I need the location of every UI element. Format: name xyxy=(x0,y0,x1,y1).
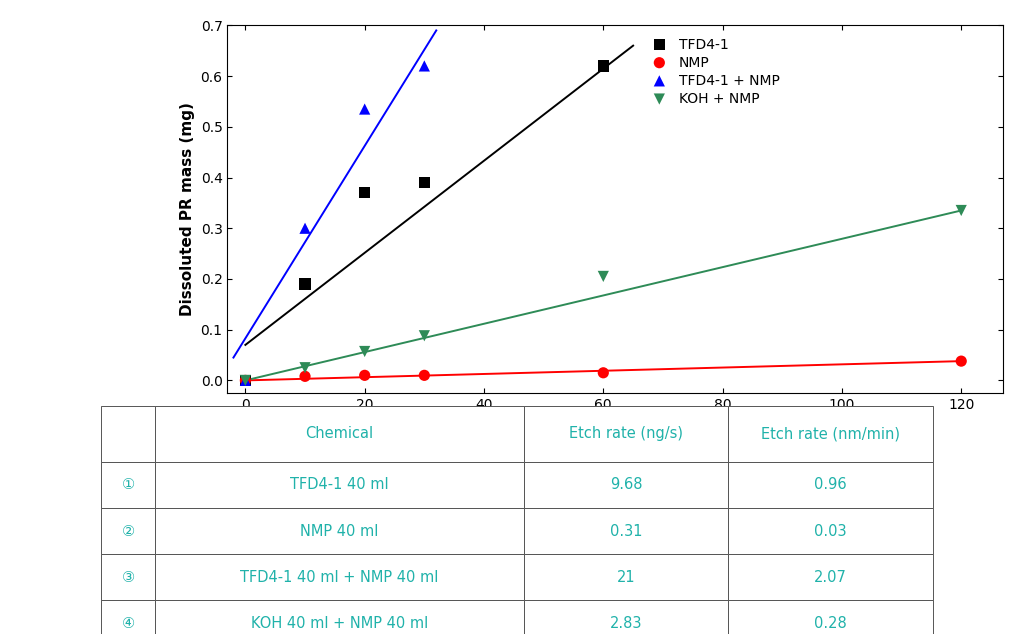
Legend: TFD4-1, NMP, TFD4-1 + NMP, KOH + NMP: TFD4-1, NMP, TFD4-1 + NMP, KOH + NMP xyxy=(645,32,785,112)
NMP xyxy=(357,370,373,380)
TFD4-1 + NMP xyxy=(416,61,432,71)
KOH + NMP xyxy=(357,346,373,356)
KOH + NMP xyxy=(953,205,970,216)
NMP xyxy=(416,370,432,380)
X-axis label: Time (s): Time (s) xyxy=(577,418,653,436)
TFD4-1 xyxy=(416,178,432,188)
TFD4-1 + NMP xyxy=(357,104,373,114)
NMP xyxy=(297,372,313,382)
TFD4-1 + NMP xyxy=(237,375,253,385)
TFD4-1 xyxy=(297,279,313,289)
KOH + NMP xyxy=(416,331,432,341)
TFD4-1 + NMP xyxy=(297,223,313,233)
TFD4-1 xyxy=(237,375,253,385)
Y-axis label: Dissoluted PR mass (mg): Dissoluted PR mass (mg) xyxy=(180,102,195,316)
NMP xyxy=(595,368,611,378)
KOH + NMP xyxy=(595,271,611,281)
TFD4-1 xyxy=(357,188,373,198)
NMP xyxy=(953,356,970,366)
NMP xyxy=(237,375,253,385)
KOH + NMP xyxy=(237,375,253,385)
KOH + NMP xyxy=(297,363,313,373)
TFD4-1 xyxy=(595,61,611,71)
